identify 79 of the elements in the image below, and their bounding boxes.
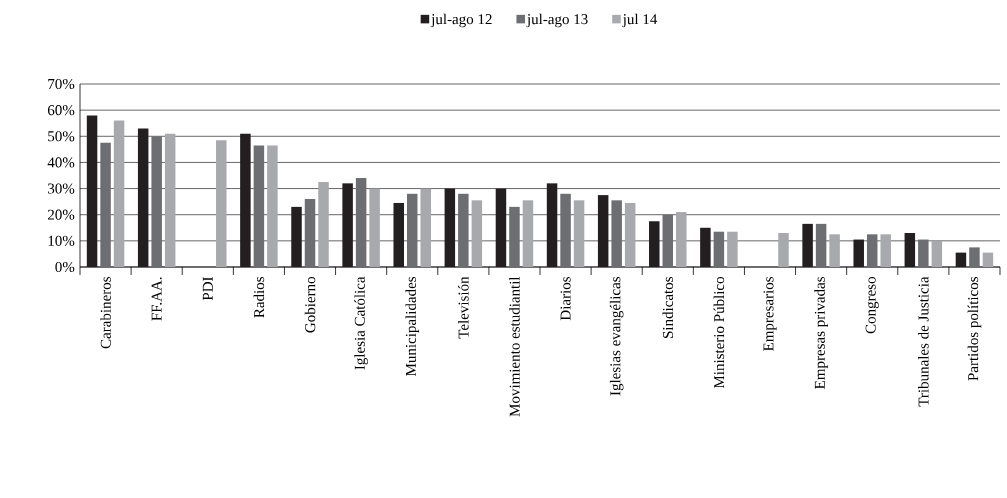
bar: [369, 188, 380, 267]
bar: [137, 128, 149, 267]
legend-label: jul-ago 13: [526, 13, 588, 28]
bar: [829, 234, 840, 267]
x-tick-label: Gobierno: [304, 277, 316, 333]
bar: [406, 193, 418, 267]
x-tick-label: Iglesia Católica: [354, 276, 368, 370]
bar: [267, 145, 278, 267]
bar: [778, 233, 789, 267]
bar: [509, 206, 520, 267]
x-tick-label: FF.AA.: [151, 277, 162, 321]
x-tick-label: Televisión: [458, 276, 469, 339]
bar: [611, 200, 622, 267]
bar: [458, 193, 469, 267]
bar: [240, 133, 251, 267]
bar: [546, 183, 558, 267]
bar: [880, 234, 891, 267]
bar: [253, 145, 265, 267]
bar: [471, 200, 483, 267]
bar: [866, 234, 878, 267]
bar: [931, 240, 943, 267]
bar: [624, 202, 636, 267]
bar: [815, 223, 827, 267]
bar: [420, 188, 431, 267]
bar: [802, 223, 813, 267]
y-tick-label: 70%: [48, 78, 75, 90]
x-tick-label: Empresarios: [763, 277, 777, 351]
bar: [713, 231, 725, 267]
bar: [904, 233, 916, 267]
bar: [853, 239, 864, 267]
x-tick-label: Congreso: [865, 277, 879, 334]
bar: [342, 183, 353, 267]
bar: [727, 231, 738, 267]
y-tick-label: 20%: [47, 209, 75, 220]
bar: [151, 136, 162, 267]
x-tick-label: Municipalidades: [405, 277, 420, 376]
x-tick-label: Radios: [253, 277, 265, 318]
x-tick-label: Movimiento estudiantil: [509, 276, 520, 417]
bar: [495, 188, 507, 267]
y-tick-label: 10%: [48, 235, 75, 246]
bar: [573, 200, 585, 267]
bar: [918, 239, 929, 267]
bar: [318, 182, 329, 267]
bar: [982, 252, 994, 267]
x-tick-label: PDI: [202, 276, 213, 301]
x-tick-label: Sindicatos: [662, 277, 674, 338]
bar: [560, 193, 571, 267]
x-tick-label: Empresas privadas: [814, 277, 828, 389]
bar: [86, 115, 98, 267]
bar: [100, 142, 111, 267]
bar: [662, 214, 674, 267]
y-tick-label: 40%: [47, 157, 75, 168]
x-tick-label: Tribunales de Justicia: [918, 276, 929, 407]
bar: [164, 133, 176, 267]
bar: [304, 199, 316, 267]
legend-label: jul 14: [622, 13, 658, 28]
y-tick-label: 0%: [55, 261, 75, 273]
x-tick-label: Iglesias evangélicas: [609, 276, 624, 396]
x-tick-label: Carabineros: [100, 277, 111, 349]
x-tick-label: Diarios: [560, 277, 571, 321]
bar: [355, 178, 367, 267]
bar: [522, 200, 534, 267]
y-tick-label: 50%: [48, 131, 75, 142]
y-tick-label: 60%: [47, 105, 75, 116]
legend-label: jul-ago 12: [430, 13, 492, 28]
bar: [113, 120, 125, 267]
bar: [955, 252, 967, 267]
bar: [676, 212, 687, 267]
x-tick-label: Ministerio Público: [713, 277, 725, 389]
bar: [969, 247, 980, 267]
bar: [393, 202, 404, 267]
bar: [700, 227, 711, 267]
y-tick-label: 30%: [48, 183, 75, 194]
bar: [649, 221, 660, 267]
x-tick-label: Partidos políticos: [967, 277, 982, 381]
bar: [444, 188, 456, 267]
bar: [291, 206, 302, 267]
bar: [597, 195, 609, 267]
bar: [216, 140, 227, 267]
